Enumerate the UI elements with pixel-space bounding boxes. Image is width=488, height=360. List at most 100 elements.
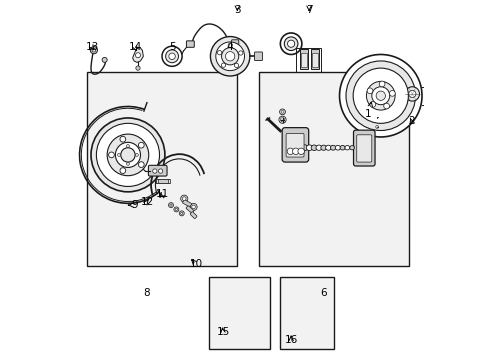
Circle shape [228,43,232,47]
Bar [296,48,320,72]
Circle shape [115,142,140,167]
Circle shape [210,37,249,76]
Text: 7: 7 [305,5,312,15]
Circle shape [175,208,177,211]
Text: 11: 11 [156,189,169,199]
Text: 13: 13 [85,42,99,52]
Ellipse shape [330,145,335,150]
Circle shape [158,169,163,173]
Bar [208,277,269,348]
Circle shape [287,40,294,47]
Circle shape [180,212,183,215]
Circle shape [182,197,185,201]
Ellipse shape [325,145,330,150]
Circle shape [168,203,173,208]
Ellipse shape [335,145,340,150]
FancyBboxPatch shape [186,206,194,213]
Bar [155,179,158,183]
Circle shape [366,81,394,110]
Text: 15: 15 [216,327,229,337]
Text: 8: 8 [143,288,150,298]
FancyBboxPatch shape [254,52,262,60]
Bar [301,53,306,67]
Ellipse shape [340,145,345,150]
Text: 12: 12 [140,197,153,207]
Circle shape [162,46,182,66]
FancyBboxPatch shape [190,212,197,219]
Text: 2: 2 [407,116,414,126]
Bar [167,179,169,183]
Circle shape [408,90,415,98]
Ellipse shape [301,145,307,150]
Circle shape [346,61,415,131]
Ellipse shape [344,145,349,150]
Bar [311,53,317,67]
Circle shape [96,123,159,186]
Circle shape [286,148,293,154]
Text: 14: 14 [128,42,142,52]
Ellipse shape [310,145,317,150]
FancyBboxPatch shape [148,165,167,176]
Circle shape [121,148,135,162]
Circle shape [383,103,388,109]
FancyBboxPatch shape [356,135,371,162]
Circle shape [284,37,297,50]
Circle shape [225,51,234,61]
Circle shape [369,102,375,107]
Text: 3: 3 [234,5,240,15]
Circle shape [165,50,178,63]
Circle shape [238,51,243,55]
Circle shape [217,50,222,55]
Circle shape [191,205,195,209]
Circle shape [292,148,298,154]
Circle shape [375,91,385,100]
Ellipse shape [349,146,354,150]
Circle shape [297,148,304,154]
Circle shape [215,42,244,71]
FancyBboxPatch shape [231,40,238,45]
Ellipse shape [305,145,312,150]
Circle shape [169,204,172,206]
Circle shape [152,169,157,173]
Circle shape [174,207,179,212]
Text: 16: 16 [284,334,297,345]
Circle shape [379,81,384,87]
Circle shape [180,195,187,202]
Circle shape [352,68,407,123]
FancyBboxPatch shape [182,200,191,207]
Text: 10: 10 [189,259,202,269]
Text: 6: 6 [320,288,326,298]
Circle shape [371,87,389,105]
Circle shape [117,153,120,156]
Circle shape [375,126,378,129]
Ellipse shape [320,145,326,150]
Circle shape [136,66,140,70]
Circle shape [168,53,175,59]
Circle shape [190,203,197,211]
Circle shape [102,57,107,62]
Circle shape [405,87,419,101]
Text: 9: 9 [128,200,138,210]
Circle shape [373,124,379,130]
Polygon shape [132,47,143,62]
Bar [156,179,169,183]
Circle shape [179,211,184,216]
Circle shape [138,142,144,148]
Circle shape [234,63,238,68]
Circle shape [135,53,140,58]
Circle shape [92,48,96,52]
Bar [258,72,408,266]
Circle shape [91,118,164,192]
Circle shape [375,116,378,119]
Circle shape [135,153,138,156]
Circle shape [90,46,97,54]
Circle shape [107,134,148,176]
Circle shape [389,90,394,96]
FancyBboxPatch shape [282,128,308,162]
Ellipse shape [315,145,321,150]
Circle shape [278,116,285,123]
Circle shape [279,109,285,115]
Text: 1: 1 [364,102,372,119]
Circle shape [280,33,301,54]
Circle shape [281,111,284,113]
